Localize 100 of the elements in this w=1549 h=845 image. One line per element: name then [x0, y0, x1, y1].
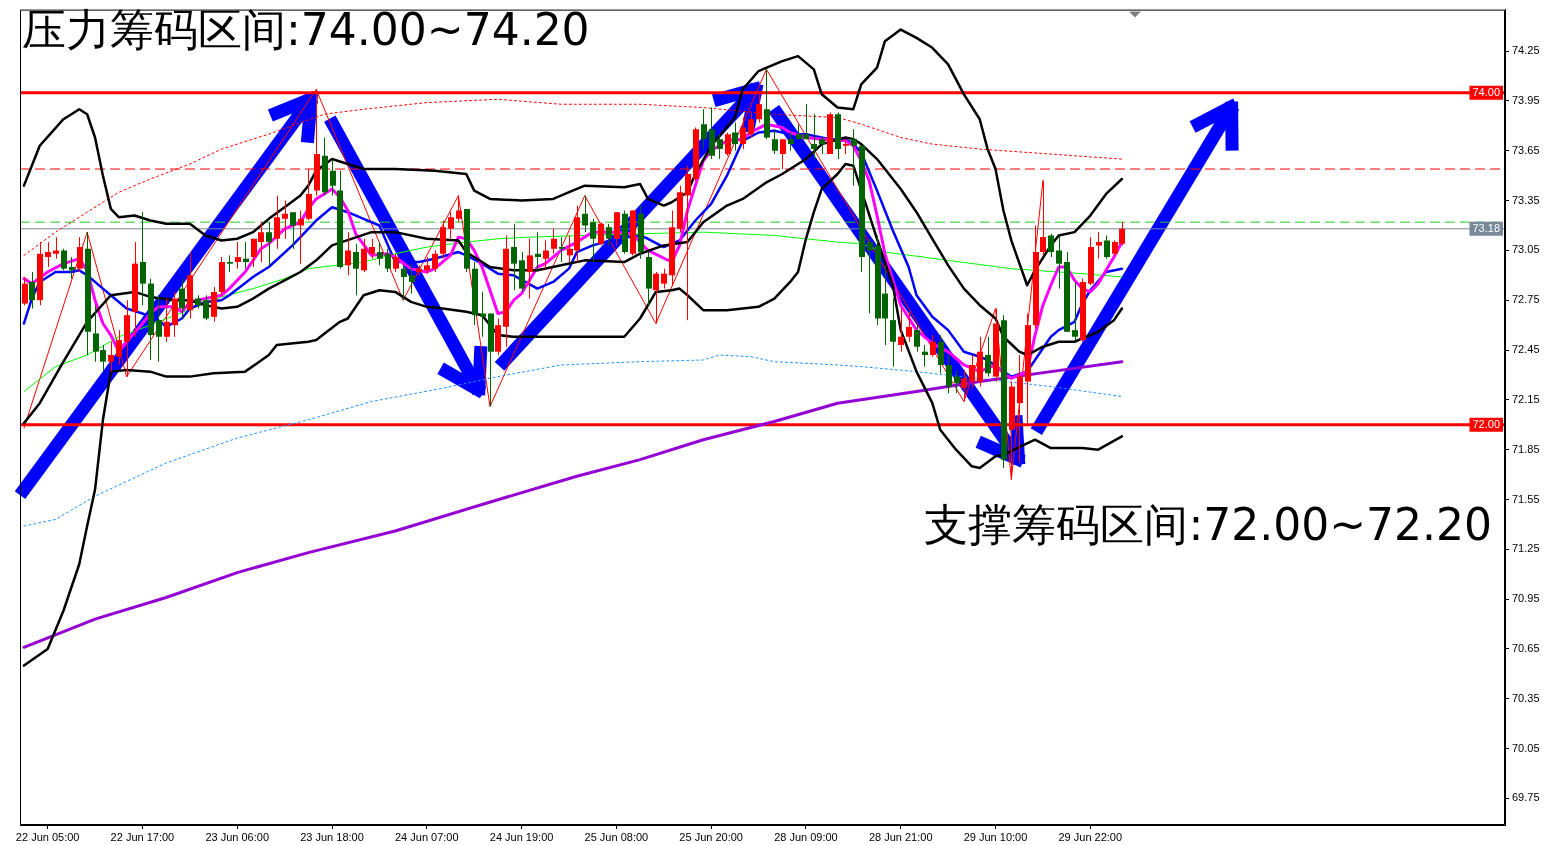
candlestick	[22, 276, 28, 306]
candlestick	[29, 271, 35, 310]
candlestick	[203, 294, 209, 321]
candlestick	[164, 298, 170, 343]
annotation: 压力筹码区间:74.00~74.20	[22, 4, 590, 55]
x-tick-label: 23 Jun 06:00	[205, 830, 270, 843]
x-tick-label: 22 Jun 05:00	[15, 830, 80, 843]
candlestick	[551, 228, 557, 255]
candlestick	[985, 336, 991, 378]
y-tick-label: 70.65	[1512, 642, 1540, 654]
candlestick	[298, 210, 304, 265]
candlestick	[740, 117, 746, 150]
candlestick	[401, 264, 407, 301]
candlestick	[772, 128, 778, 155]
ref-line-label: 72.00	[1472, 418, 1500, 431]
y-tick-label: 73.05	[1512, 243, 1540, 256]
candlestick	[606, 223, 612, 246]
candlestick	[330, 160, 336, 197]
candlestick	[243, 241, 249, 270]
candlestick	[511, 223, 517, 291]
candlestick	[535, 231, 541, 273]
candlestick	[235, 241, 241, 270]
candlestick	[725, 131, 731, 157]
candlestick	[701, 108, 707, 150]
candlestick	[867, 238, 873, 315]
annotation: 支撑筹码区间:72.00~72.20	[924, 499, 1492, 550]
candlestick	[811, 113, 817, 160]
candlestick	[432, 249, 438, 273]
candlestick	[954, 369, 960, 394]
candlestick	[527, 238, 533, 300]
candlestick	[717, 133, 723, 160]
x-tick-label: 29 Jun 10:00	[963, 830, 1028, 843]
candlestick	[369, 238, 375, 260]
x-tick-label: 24 Jun 07:00	[394, 830, 459, 843]
y-tick-label: 74.25	[1512, 44, 1540, 57]
candlestick	[938, 334, 944, 374]
y-tick-label: 72.75	[1512, 293, 1540, 306]
candlestick	[61, 248, 67, 271]
candlestick	[274, 195, 280, 250]
x-tick-label: 23 Jun 18:00	[300, 830, 364, 843]
candlestick	[930, 334, 936, 358]
candlestick	[282, 200, 288, 240]
candlestick	[361, 238, 367, 273]
candlestick	[480, 291, 486, 338]
candlestick	[851, 128, 857, 187]
candlestick	[1104, 234, 1110, 260]
candlestick	[1072, 281, 1078, 341]
candlestick	[922, 344, 928, 368]
y-tick-label: 71.25	[1512, 542, 1540, 555]
y-tick-label: 72.15	[1512, 392, 1540, 405]
candlestick	[409, 263, 415, 295]
candlestick	[266, 221, 272, 266]
x-tick-label: 25 Jun 20:00	[679, 830, 743, 843]
candlestick	[345, 231, 351, 276]
y-tick-label: 70.95	[1512, 592, 1540, 605]
candlestick	[1056, 234, 1062, 290]
candlestick	[69, 256, 75, 280]
candlestick	[748, 112, 754, 138]
candlestick	[1048, 233, 1054, 258]
candlestick	[898, 308, 904, 353]
candlestick	[456, 195, 462, 223]
candlestick	[582, 195, 588, 233]
candlestick	[156, 294, 162, 363]
x-tick-label: 24 Jun 19:00	[489, 830, 554, 843]
candlestick	[393, 253, 399, 273]
candlestick	[961, 369, 967, 403]
candlestick	[140, 211, 146, 306]
x-tick-label: 25 Jun 08:00	[584, 830, 649, 843]
candlestick	[53, 236, 59, 260]
candlestick	[179, 278, 185, 319]
ref-line-label: 74.00	[1472, 86, 1500, 99]
candlestick	[45, 241, 51, 268]
candlestick	[780, 138, 786, 170]
candlestick	[290, 211, 296, 250]
y-tick-label: 72.45	[1512, 343, 1540, 356]
candlestick	[377, 241, 383, 266]
y-tick-label: 73.95	[1512, 93, 1540, 106]
candlestick	[385, 248, 391, 273]
candlestick	[914, 324, 920, 353]
y-tick-label: 70.35	[1512, 691, 1540, 704]
x-tick-label: 29 Jun 22:00	[1058, 830, 1123, 843]
candlestick	[653, 271, 659, 324]
x-tick-label: 22 Jun 17:00	[110, 830, 175, 843]
candlestick	[448, 211, 454, 240]
y-tick-label: 71.85	[1512, 442, 1540, 455]
x-tick-label: 28 Jun 09:00	[774, 830, 838, 843]
candlestick	[559, 236, 565, 263]
candlestick	[788, 131, 794, 152]
candlestick	[661, 268, 667, 290]
y-tick-label: 70.05	[1512, 741, 1540, 754]
x-tick-label: 28 Jun 21:00	[868, 830, 933, 843]
candlestick	[1096, 231, 1102, 260]
y-tick-label: 73.65	[1512, 143, 1540, 156]
y-tick-label: 69.75	[1512, 791, 1540, 804]
candlestick	[890, 298, 896, 368]
y-tick-label: 73.35	[1512, 193, 1540, 206]
candlestick	[732, 122, 738, 152]
candlestick	[590, 218, 596, 263]
candlestick	[969, 354, 975, 389]
ref-line-label: 73.18	[1472, 222, 1500, 235]
